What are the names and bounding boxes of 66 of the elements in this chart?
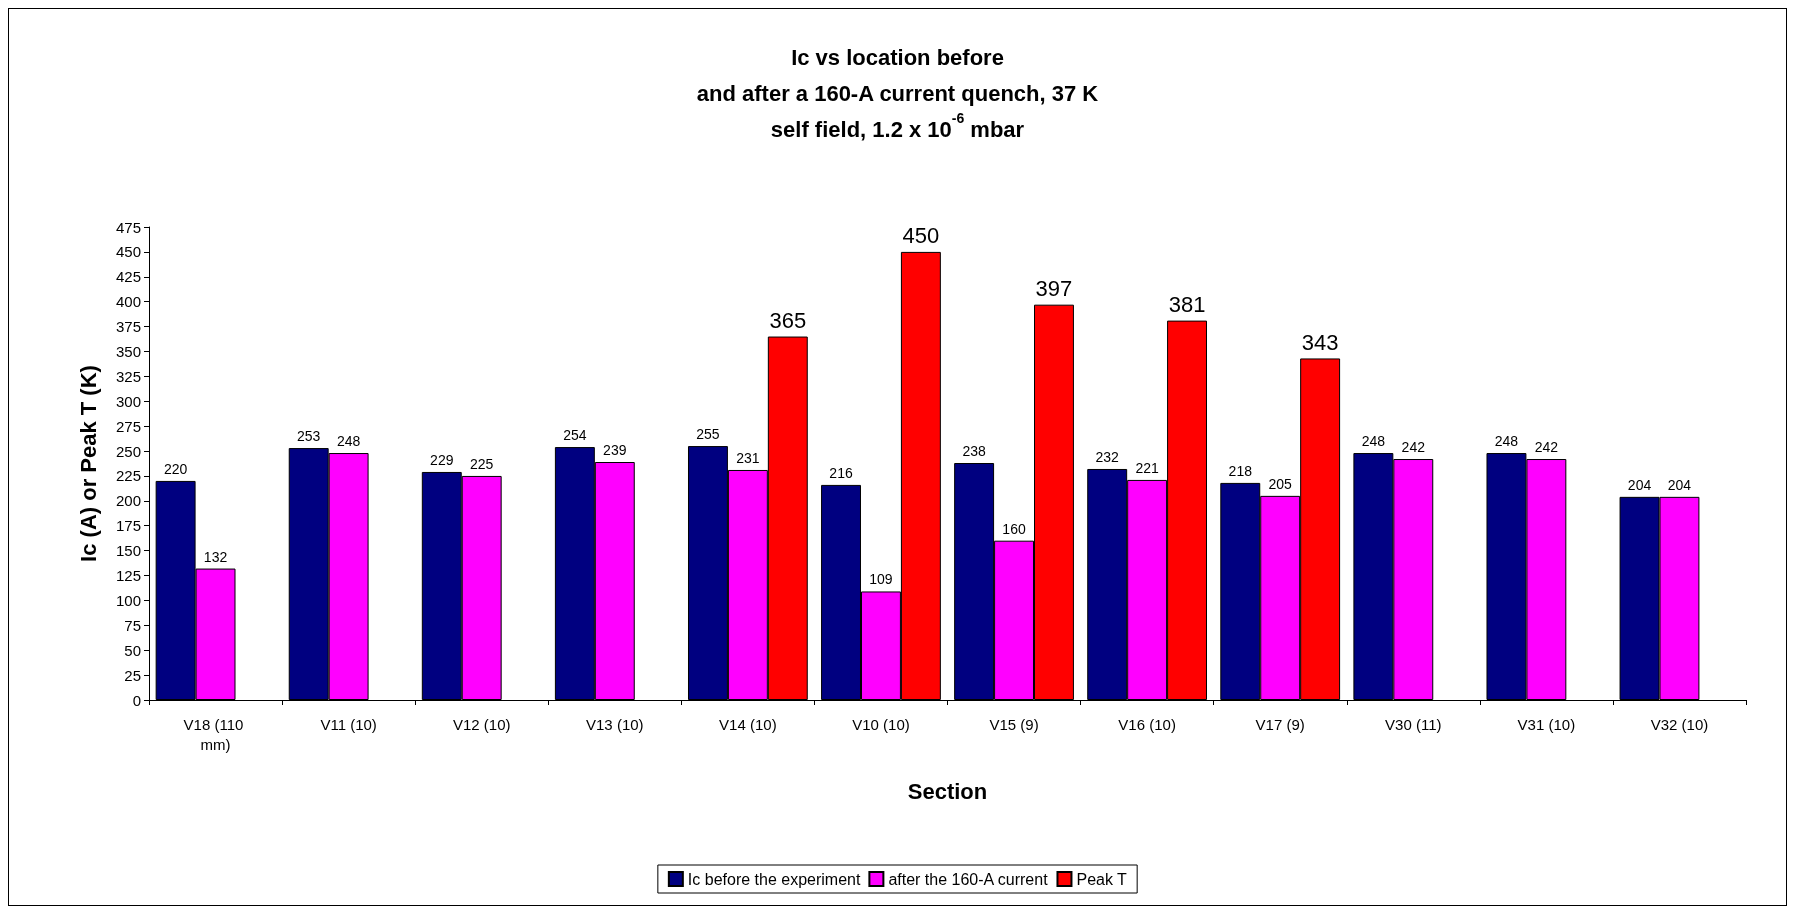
x-tick-label: V32 (10) (1650, 715, 1709, 733)
data-label: 231 (736, 449, 760, 466)
data-label: 221 (1135, 459, 1160, 476)
y-axis-title: Ic (A) or Peak T (K) (75, 365, 101, 562)
data-label: 397 (1035, 276, 1073, 302)
x-tick-label: V31 (10) (1517, 715, 1576, 733)
x-tick-label: V10 (10) (852, 715, 910, 733)
y-tick-label: 275 (115, 417, 141, 435)
data-label: 253 (297, 428, 321, 445)
y-tick-label: 150 (115, 542, 141, 560)
data-label: 205 (1268, 475, 1293, 492)
data-label: 225 (470, 455, 494, 472)
data-label: 365 (769, 308, 807, 334)
data-label: 248 (1361, 433, 1386, 450)
y-tick-label: 100 (115, 591, 141, 609)
x-axis-title: Section (907, 778, 988, 804)
x-tick-label: V15 (9) (989, 715, 1039, 733)
x-tick-label: V12 (10) (452, 715, 511, 733)
legend-label: Peak T (1076, 870, 1128, 888)
data-label: 204 (1627, 476, 1652, 493)
y-tick-label: 250 (115, 442, 141, 460)
y-tick-label: 475 (115, 218, 141, 236)
legend-label: Ic before the experiment (687, 870, 861, 888)
legend-label: after the 160-A current (888, 870, 1049, 888)
data-label: 109 (869, 571, 893, 588)
data-label: 255 (696, 426, 720, 443)
y-tick-label: 0 (132, 691, 141, 709)
y-tick-label: 175 (115, 517, 141, 535)
y-tick-label: 25 (124, 666, 141, 684)
y-tick-label: 200 (115, 492, 141, 510)
data-label: 343 (1301, 329, 1339, 355)
data-label: 220 (163, 460, 188, 477)
y-tick-label: 75 (124, 616, 141, 634)
data-label: 160 (1002, 520, 1026, 537)
y-tick-label: 350 (115, 342, 141, 360)
y-tick-label: 125 (115, 567, 141, 585)
y-tick-label: 450 (115, 243, 141, 261)
y-tick-label: 325 (115, 367, 141, 385)
x-tick-label: V30 (11) (1385, 715, 1442, 733)
data-label: 232 (1095, 448, 1120, 465)
data-label: 254 (563, 427, 587, 444)
y-tick-label: 300 (115, 392, 141, 410)
data-label: 239 (603, 442, 627, 459)
x-tick-label: V17 (9) (1255, 715, 1305, 733)
y-tick-label: 375 (115, 318, 141, 336)
data-label: 242 (1401, 439, 1426, 456)
x-tick-label: V13 (10) (586, 715, 644, 733)
data-label: 238 (962, 443, 987, 459)
data-label: 381 (1168, 292, 1206, 318)
data-label: 218 (1228, 462, 1253, 479)
data-label: 248 (336, 433, 361, 450)
x-tick-label: V11 (10) (320, 715, 377, 733)
y-tick-label: 400 (115, 293, 141, 311)
data-label: 248 (1494, 433, 1519, 450)
data-label: 242 (1534, 439, 1559, 456)
y-tick-label: 50 (124, 641, 141, 659)
data-label: 216 (829, 464, 853, 481)
x-tick-label: V14 (10) (719, 715, 777, 733)
x-tick-label: V18 (110 mm) (183, 715, 248, 753)
x-tick-label: V16 (10) (1118, 715, 1176, 733)
data-label: 132 (203, 548, 228, 565)
y-tick-label: 225 (115, 467, 141, 485)
data-label: 204 (1667, 476, 1692, 493)
y-tick-label: 425 (115, 268, 141, 286)
data-label: 229 (430, 451, 454, 468)
data-label: 450 (902, 223, 940, 249)
